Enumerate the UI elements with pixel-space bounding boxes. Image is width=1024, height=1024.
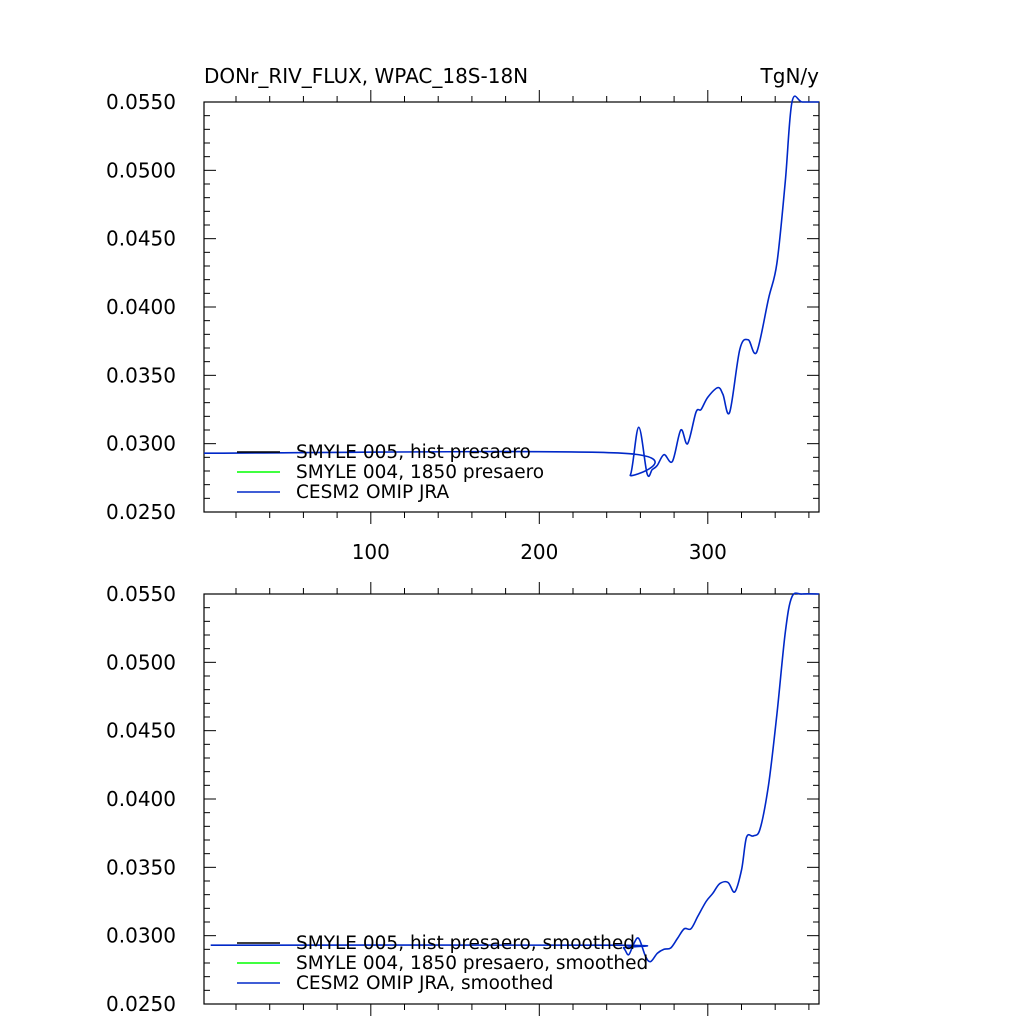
y-tick-label: 0.0500 bbox=[106, 650, 176, 674]
y-tick-label: 0.0250 bbox=[106, 992, 176, 1016]
legend-label: CESM2 OMIP JRA, smoothed bbox=[296, 973, 553, 994]
legend-label: SMYLE 004, 1850 presaero bbox=[296, 462, 544, 483]
legend-label: CESM2 OMIP JRA bbox=[296, 482, 450, 503]
top-panel: 0.0250 0.0300 0.0350 0.0400 0.0450 0.0500 0.05… bbox=[106, 90, 820, 564]
y-tick-label: 0.0550 bbox=[106, 582, 176, 606]
x-tick-label: 200 bbox=[520, 540, 558, 564]
legend-label: SMYLE 004, 1850 presaero, smoothed bbox=[296, 953, 648, 974]
top-x-tick-labels: 100 200 300 bbox=[352, 540, 727, 564]
x-tick-label: 300 bbox=[689, 540, 727, 564]
y-tick-label: 0.0500 bbox=[106, 158, 176, 182]
bottom-legend: SMYLE 005, hist presaero, smoothedSMYLE … bbox=[237, 933, 648, 994]
chart-title: DONr_RIV_FLUX, WPAC_18S-18N bbox=[204, 64, 528, 88]
y-tick-label: 0.0250 bbox=[106, 500, 176, 524]
y-tick-label: 0.0300 bbox=[106, 432, 176, 456]
y-tick-label: 0.0400 bbox=[106, 295, 176, 319]
series-line-2 bbox=[203, 95, 819, 478]
legend-label: SMYLE 005, hist presaero, smoothed bbox=[296, 933, 635, 954]
y-tick-label: 0.0350 bbox=[106, 855, 176, 879]
y-tick-label: 0.0400 bbox=[106, 787, 176, 811]
series-line-2 bbox=[210, 592, 820, 963]
y-tick-label: 0.0450 bbox=[106, 719, 176, 743]
x-tick-label: 100 bbox=[352, 540, 390, 564]
y-tick-label: 0.0550 bbox=[106, 90, 176, 114]
top-axis-ticks bbox=[204, 90, 819, 524]
units-label: TgN/y bbox=[760, 64, 820, 88]
top-y-tick-labels: 0.0250 0.0300 0.0350 0.0400 0.0450 0.0500 0.05… bbox=[106, 90, 176, 524]
bottom-panel: 0.0250 0.0300 0.0350 0.0400 0.0450 0.0500 0.05… bbox=[106, 582, 820, 1016]
y-tick-label: 0.0350 bbox=[106, 363, 176, 387]
bottom-series-group bbox=[210, 592, 820, 963]
bottom-axis-ticks bbox=[204, 582, 819, 1016]
bottom-y-tick-labels: 0.0250 0.0300 0.0350 0.0400 0.0450 0.0500 0.05… bbox=[106, 582, 176, 1016]
y-tick-label: 0.0450 bbox=[106, 227, 176, 251]
legend-label: SMYLE 005, hist presaero bbox=[296, 442, 531, 463]
top-series-group bbox=[203, 95, 819, 478]
y-tick-label: 0.0300 bbox=[106, 924, 176, 948]
